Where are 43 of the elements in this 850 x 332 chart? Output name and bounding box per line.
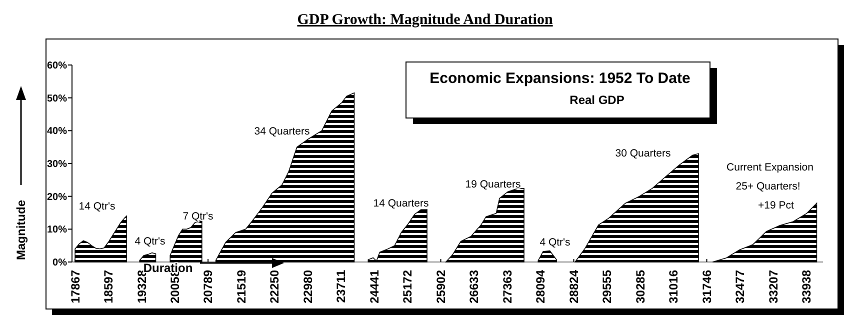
chart-subtitle: Economic Expansions: 1952 To Date <box>430 70 690 87</box>
x-tick-label: 21519 <box>234 270 248 304</box>
x-tick-label: 20789 <box>201 270 216 304</box>
y-tick-label: 20% <box>46 192 68 203</box>
x-tick-label: 33938 <box>800 270 814 304</box>
x-tick-label: 31746 <box>700 270 714 304</box>
x-tick-label: 33207 <box>766 270 780 304</box>
y-tick-label: 30% <box>46 159 68 170</box>
annotation: 7 Qtr's <box>182 210 214 223</box>
annotation: 19 Quarters <box>465 178 521 191</box>
x-tick-label: 28824 <box>566 270 581 304</box>
annotation: 30 Quarters <box>615 148 671 160</box>
x-tick-label: 31016 <box>666 270 681 304</box>
x-tick-label: 29555 <box>600 270 614 304</box>
y-tick-label: 60% <box>46 60 68 72</box>
annotation: Real GDP <box>570 93 624 107</box>
x-tick-label: 23711 <box>334 270 348 303</box>
annotation: Current Expansion <box>726 162 814 174</box>
chart-title: GDP Growth: Magnitude And Duration <box>297 12 554 28</box>
annotation: 34 Quarters <box>254 126 310 138</box>
x-tick-label: 18597 <box>101 270 116 304</box>
x-tick-label: 32477 <box>733 270 748 304</box>
annotation: 14 Qtr's <box>78 200 116 213</box>
x-tick-label: 22980 <box>300 270 315 304</box>
annotation: +19 Pct <box>758 200 794 212</box>
x-tick-label: 17867 <box>68 270 82 304</box>
x-tick-label: 26633 <box>467 270 482 304</box>
x-tick-label: 25172 <box>400 270 415 304</box>
x-tick-label: 28094 <box>534 270 548 304</box>
x-tick-label: 24441 <box>367 270 382 304</box>
annotation: 14 Quarters <box>373 198 429 210</box>
x-tick-label: 27363 <box>500 270 514 304</box>
y-tick-label: 0% <box>52 258 68 268</box>
y-tick-label: 10% <box>46 224 68 236</box>
annotation: 4 Qtr's <box>540 236 570 249</box>
annotation: 25+ Quarters! <box>736 180 800 193</box>
x-tick-label: 25902 <box>434 270 448 304</box>
y-tick-label: 50% <box>46 93 68 104</box>
y-axis-title: Magnitude <box>14 200 28 260</box>
y-tick-label: 40% <box>46 126 68 138</box>
x-tick-label: 22250 <box>268 270 282 304</box>
annotation: 4 Qtr's <box>134 236 166 248</box>
x-tick-label: 30285 <box>633 270 648 304</box>
